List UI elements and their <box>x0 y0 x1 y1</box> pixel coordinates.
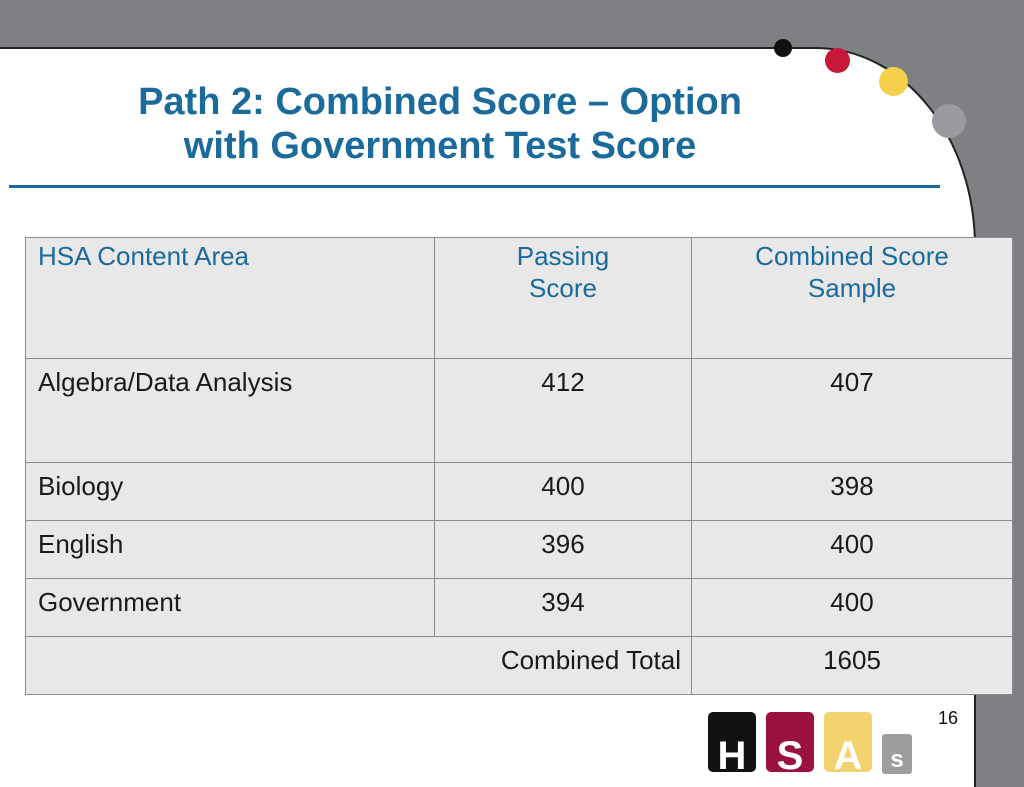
logo-letter-h: H <box>717 734 747 772</box>
table-total-row: Combined Total 1605 <box>25 636 1013 695</box>
cell-combined: 400 <box>691 578 1013 637</box>
cell-combined: 407 <box>691 358 1013 463</box>
cell-passing: 394 <box>434 578 692 637</box>
logo-a-block: A <box>824 712 872 772</box>
cell-area: Biology <box>25 462 435 521</box>
cell-passing: 412 <box>434 358 692 463</box>
black-dot-icon <box>774 39 792 57</box>
cell-area: English <box>25 520 435 579</box>
title-underline <box>9 185 940 188</box>
total-label: Combined Total <box>25 636 692 695</box>
header-combined-score: Combined Score Sample <box>691 237 1013 359</box>
logo-small-s-block: s <box>882 734 912 774</box>
hsa-logo: H S A s <box>708 712 918 774</box>
table-header-row: HSA Content Area Passing Score Combined … <box>25 237 1013 359</box>
header-content-area: HSA Content Area <box>25 237 435 359</box>
table-row: Biology 400 398 <box>25 462 1013 521</box>
header-passing-score: Passing Score <box>434 237 692 359</box>
header-passing-line2: Score <box>529 273 597 303</box>
yellow-dot-icon <box>879 67 908 96</box>
logo-s-block: S <box>766 712 814 772</box>
cell-combined: 400 <box>691 520 1013 579</box>
logo-letter-small-s: s <box>890 746 904 773</box>
gray-dot-icon <box>932 104 966 138</box>
scores-table: HSA Content Area Passing Score Combined … <box>25 237 1013 695</box>
cell-combined: 398 <box>691 462 1013 521</box>
logo-letter-a: A <box>833 734 863 772</box>
cell-passing: 400 <box>434 462 692 521</box>
title-line-1: Path 2: Combined Score – Option <box>138 81 742 123</box>
table-row: Government 394 400 <box>25 578 1013 637</box>
logo-h-block: H <box>708 712 756 772</box>
table-row: English 396 400 <box>25 520 1013 579</box>
header-combined-line1: Combined Score <box>755 241 949 271</box>
cell-area: Government <box>25 578 435 637</box>
page-number: 16 <box>938 708 959 728</box>
header-passing-line1: Passing <box>516 241 610 271</box>
logo-letter-s: S <box>776 734 804 772</box>
cell-area: Algebra/Data Analysis <box>25 358 435 463</box>
red-dot-icon <box>825 48 850 73</box>
total-value: 1605 <box>691 636 1013 695</box>
table-row: Algebra/Data Analysis 412 407 <box>25 358 1013 463</box>
slide-title: Path 2: Combined Score – Option with Gov… <box>10 80 870 168</box>
cell-passing: 396 <box>434 520 692 579</box>
header-combined-line2: Sample <box>807 273 897 303</box>
title-line-2: with Government Test Score <box>183 125 697 167</box>
